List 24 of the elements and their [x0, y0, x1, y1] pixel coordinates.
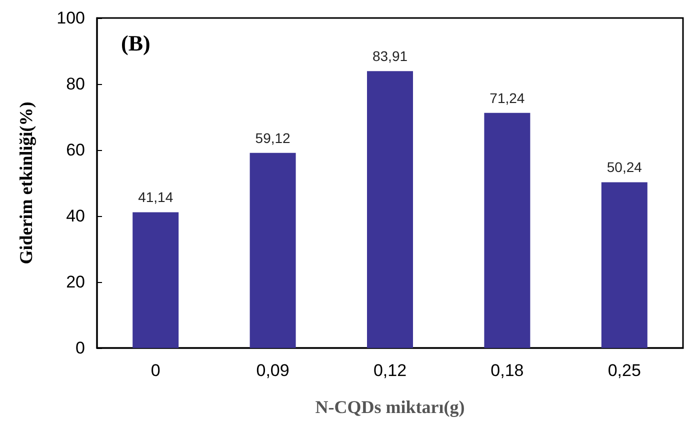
y-tick-label: 80: [66, 74, 85, 94]
x-tick-label: 0,25: [608, 361, 641, 380]
data-label: 71,24: [490, 90, 525, 106]
bar: [601, 182, 648, 348]
y-tick-label: 100: [56, 8, 85, 28]
x-tick-label: 0,09: [256, 361, 290, 380]
bar: [132, 212, 179, 348]
data-label: 83,91: [372, 48, 408, 64]
y-tick-label: 0: [76, 338, 85, 358]
x-tick-label: 0: [150, 361, 160, 380]
y-tick-label: 40: [66, 206, 85, 226]
y-tick-label: 60: [66, 140, 85, 160]
bar: [367, 71, 413, 348]
x-tick-label: 0,18: [490, 361, 524, 380]
data-label: 50,24: [606, 159, 642, 176]
x-tick-label: 0,12: [373, 361, 407, 380]
y-tick-label: 20: [66, 272, 85, 292]
data-label: 41,14: [138, 189, 174, 206]
data-label: 59,12: [255, 130, 291, 146]
bar: [484, 112, 530, 348]
x-axis-title: N-CQDs miktarı(g): [315, 397, 465, 417]
bar: [250, 152, 296, 348]
y-axis-title: Giderim etkinliği(%): [16, 102, 36, 264]
annotation: (B): [121, 30, 150, 56]
